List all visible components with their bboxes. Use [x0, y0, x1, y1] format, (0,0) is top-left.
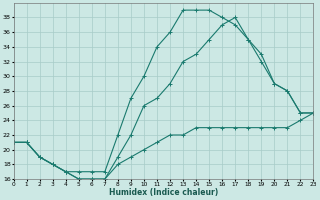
- X-axis label: Humidex (Indice chaleur): Humidex (Indice chaleur): [109, 188, 218, 197]
